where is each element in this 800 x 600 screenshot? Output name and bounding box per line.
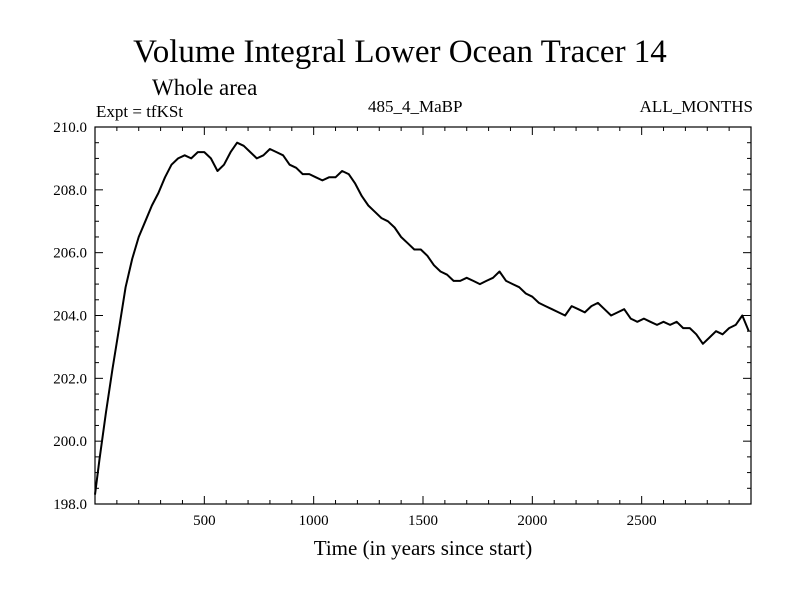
plot-frame <box>94 126 752 505</box>
chart-title: Volume Integral Lower Ocean Tracer 14 <box>133 34 667 70</box>
center-label: 485_4_MaBP <box>368 97 463 116</box>
x-tick-label: 1000 <box>299 513 329 529</box>
x-tick-label: 2500 <box>627 513 657 529</box>
chart-subtitle: Whole area <box>152 75 258 100</box>
x-tick-label: 500 <box>193 513 216 529</box>
x-tick-label: 2000 <box>517 513 547 529</box>
axis-tick-labels: 500 1000 1500 2000 2500 198.0 200.0 202.0 204.0 2… <box>53 120 656 529</box>
y-tick-label: 206.0 <box>53 246 87 262</box>
y-tick-label: 202.0 <box>53 371 87 387</box>
expt-label: Expt = tfKSt <box>96 102 184 121</box>
y-tick-label: 210.0 <box>53 120 87 136</box>
axis-ticks <box>95 127 751 504</box>
y-tick-label: 208.0 <box>53 183 87 199</box>
x-axis-label: Time (in years since start) <box>313 536 533 560</box>
series-line <box>94 141 750 495</box>
y-tick-label: 204.0 <box>53 309 87 325</box>
right-label: ALL_MONTHS <box>639 97 753 116</box>
y-tick-label: 198.0 <box>53 497 87 513</box>
x-tick-label: 1500 <box>408 513 438 529</box>
y-tick-label: 200.0 <box>53 434 87 450</box>
